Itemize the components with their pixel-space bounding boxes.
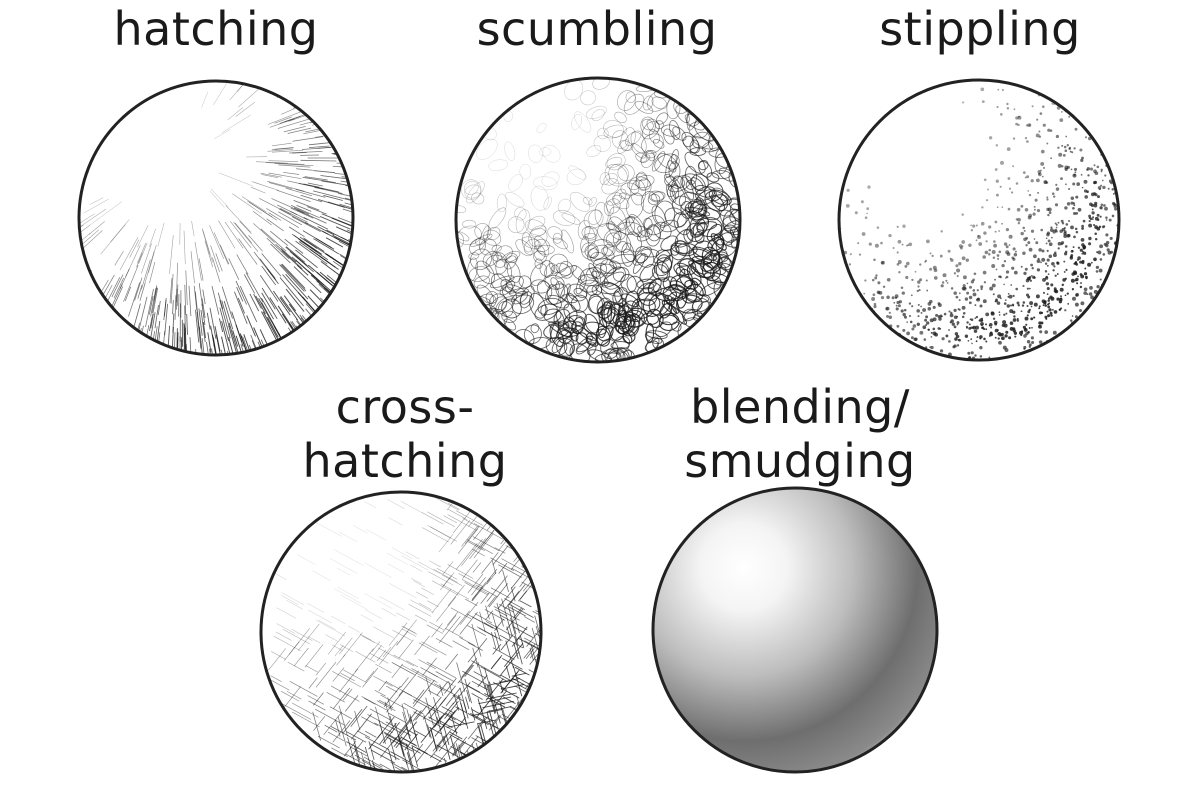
label-blending-smudging: blending/ smudging xyxy=(660,380,940,488)
label-cross-hatching: cross- hatching xyxy=(285,380,525,488)
label-line: blending/ xyxy=(690,380,910,434)
label-line: hatching xyxy=(113,2,319,56)
blending-sphere-icon xyxy=(651,486,939,774)
stippling-sphere-icon xyxy=(837,78,1121,362)
scumbling-sphere-icon xyxy=(454,76,742,364)
hatching-sphere-icon xyxy=(77,79,355,357)
label-line: hatching xyxy=(302,434,508,488)
label-scumbling: scumbling xyxy=(462,2,732,56)
label-stippling: stippling xyxy=(860,2,1100,56)
label-line: cross- xyxy=(335,380,475,434)
cross-hatching-sphere-icon xyxy=(259,490,543,774)
label-line: stippling xyxy=(879,2,1081,56)
label-hatching: hatching xyxy=(96,2,336,56)
label-line: smudging xyxy=(684,434,916,488)
label-line: scumbling xyxy=(476,2,718,56)
